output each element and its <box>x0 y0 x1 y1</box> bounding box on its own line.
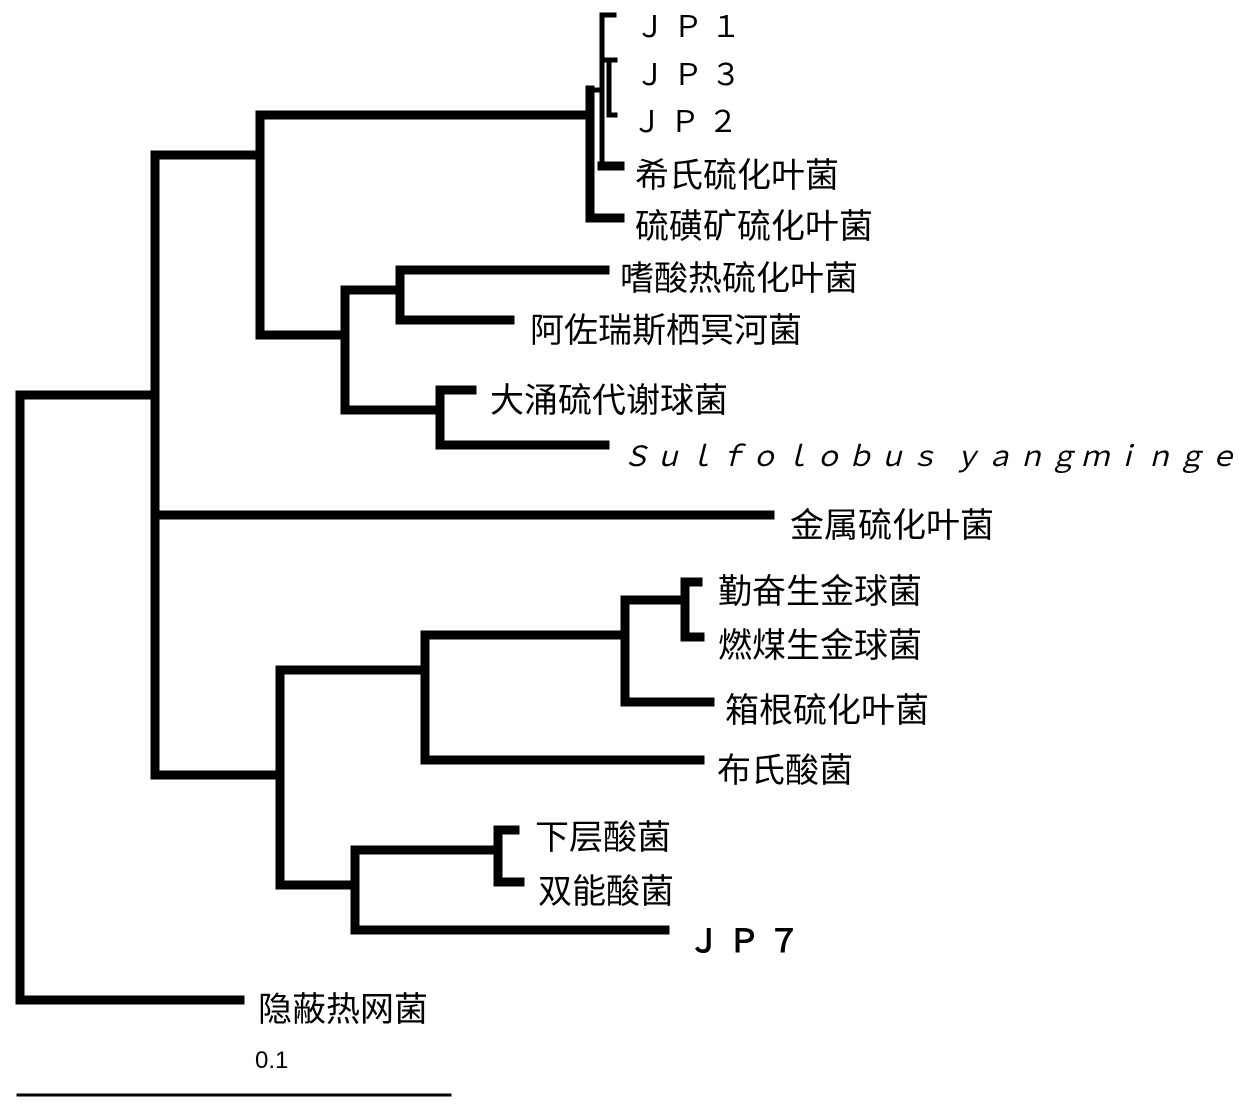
taxon-label-shuangneng: 双能酸菌 <box>538 864 674 913</box>
taxon-label-shishi: 希氏硫化叶菌 <box>635 148 839 197</box>
taxon-label-JP2: ＪＰ２ <box>632 97 746 141</box>
taxon-label-xianggen: 箱根硫化叶菌 <box>725 683 929 732</box>
taxon-label-JP7: ＪＰ７ <box>688 916 808 962</box>
taxon-label-JP3: ＪＰ３ <box>635 50 749 94</box>
taxon-label-dayong: 大涌硫代谢球菌 <box>490 373 728 422</box>
phylogenetic-tree: 0.1 <box>0 0 1239 1116</box>
taxon-label-jinshu: 金属硫化叶菌 <box>790 498 994 547</box>
taxon-label-shisuan: 嗜酸热硫化叶菌 <box>620 251 858 300</box>
taxon-label-qinfen: 勤奋生金球菌 <box>718 564 922 613</box>
scale-label: 0.1 <box>255 1047 288 1074</box>
taxon-label-bushi: 布氏酸菌 <box>717 743 853 792</box>
taxon-label-liuhuang: 硫磺矿硫化叶菌 <box>635 199 873 248</box>
taxon-label-xiaceng: 下层酸菌 <box>535 810 671 859</box>
taxon-label-JP1: ＪＰ１ <box>635 2 749 46</box>
taxon-label-outgroup: 隐蔽热网菌 <box>258 982 428 1031</box>
taxon-label-azuo: 阿佐瑞斯栖冥河菌 <box>530 303 802 352</box>
taxon-label-sulfo: Ｓｕｌｆｏｌｏｂｕｓ ｙａｎｇｍｉｎｇｅｎｓｉｓ <box>622 435 1239 475</box>
taxon-label-ranmei: 燃煤生金球菌 <box>718 618 922 667</box>
